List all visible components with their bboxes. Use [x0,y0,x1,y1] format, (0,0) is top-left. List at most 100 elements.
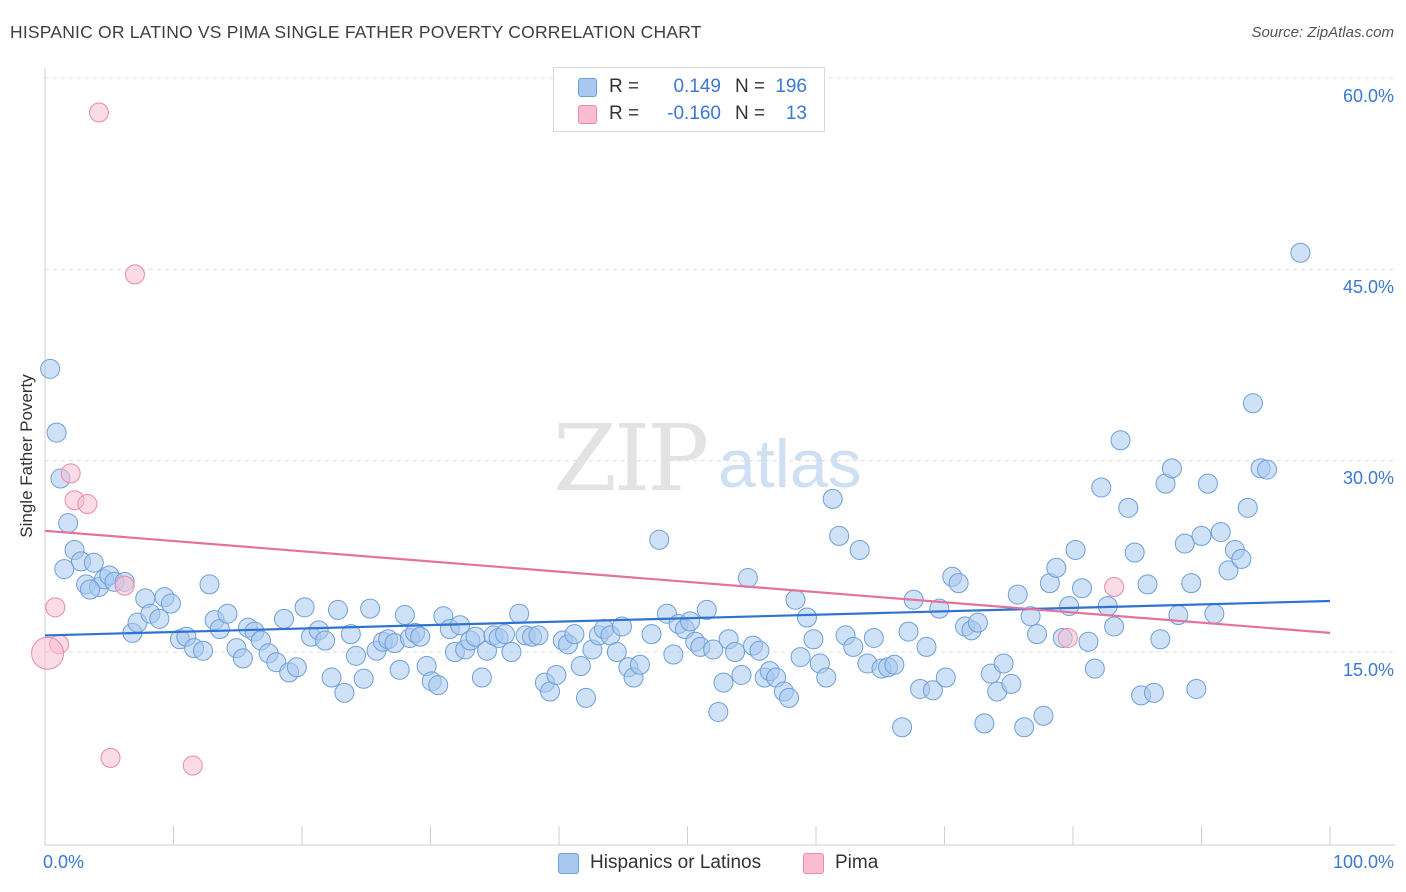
data-point [731,664,752,685]
data-point [232,648,253,669]
data-point [546,664,567,685]
r-value: 0.149 [673,76,721,97]
data-point [1143,682,1164,703]
data-point [1020,606,1041,627]
data-point [785,589,806,610]
data-point [60,463,81,484]
legend-item-pima[interactable]: Pima [803,852,878,874]
data-point [922,680,943,701]
chart-title: HISPANIC OR LATINO VS PIMA SINGLE FATHER… [10,22,702,42]
data-point [863,627,884,648]
data-point [611,616,632,637]
data-point [193,640,214,661]
data-point [843,636,864,657]
data-point [993,653,1014,674]
data-point [779,687,800,708]
data-point [79,579,100,600]
r-label: R = [609,76,640,97]
data-point [967,612,988,633]
trend-line-hispanics-or-latinos [44,599,1331,637]
data-point [471,667,492,688]
n-label: N = [735,103,766,124]
data-point [1150,629,1171,650]
data-point [1191,525,1212,546]
data-point [570,656,591,677]
data-point [46,422,67,443]
data-point [1137,574,1158,595]
data-point [360,598,381,619]
n-label: N = [735,76,766,97]
data-point [77,494,98,515]
data-point [1007,584,1028,605]
data-point [797,607,818,628]
data-point [1104,616,1125,637]
data-point [1161,458,1182,479]
stats-row-pima: R = -0.160 N = 13 [578,101,807,127]
data-point [649,529,670,550]
data-point [1014,717,1035,738]
n-value: 13 [785,103,807,124]
data-point [394,605,415,626]
legend-item-hispanic[interactable]: Hispanics or Latinos [558,852,761,874]
r-value: -0.160 [667,103,721,124]
data-point [703,639,724,660]
stats-legend: R = 0.149 N = 196 R = -0.160 N = 13 [553,67,825,132]
y-axis-title: Single Father Poverty [17,374,36,538]
legend-swatch-pima [803,852,824,874]
data-point [935,667,956,688]
data-point [340,624,361,645]
data-point [916,636,937,657]
data-point [929,598,950,619]
data-point [1204,603,1225,624]
data-point [696,599,717,620]
data-point [389,659,410,680]
data-point [495,624,516,645]
data-point [1218,560,1239,581]
watermark: ZIP atlas [553,405,862,512]
data-point [149,608,170,629]
data-point [1104,576,1125,597]
data-point [1046,557,1067,578]
y-tick-label-45: 45.0% [1342,277,1394,297]
data-point [1110,430,1131,451]
data-point [334,682,355,703]
data-point [40,358,61,379]
data-point [327,599,348,620]
data-point [410,626,431,647]
data-point [737,568,758,589]
y-tick-label-30: 30.0% [1342,468,1394,488]
data-point [1186,678,1207,699]
data-point [708,701,729,722]
data-point [1290,242,1311,263]
data-point [1242,393,1263,414]
data-point [88,102,109,123]
y-tick-label-60: 60.0% [1342,86,1394,106]
data-point [58,513,79,534]
data-point [31,636,65,670]
data-point [790,647,811,668]
watermark-atlas: atlas [718,426,862,502]
series-legend: Hispanics or Latinos Pima [0,852,1406,878]
source-label: Source: ZipAtlas.com [1251,24,1394,41]
data-point [1001,673,1022,694]
data-point [1124,542,1145,563]
data-point [725,642,746,662]
data-point [1027,624,1048,645]
legend-swatch-hispanic [558,852,579,874]
data-point [680,611,701,632]
data-point [501,642,522,662]
data-point [1091,477,1112,498]
legend-label-hispanic: Hispanics or Latinos [590,852,762,873]
n-value: 196 [775,76,807,97]
data-point [606,642,627,662]
data-point [1181,573,1202,594]
data-point [528,625,549,646]
data-point [1174,533,1195,554]
data-point [822,488,843,509]
x-tick-label-max: 100.0% [1332,852,1394,872]
data-point [199,574,220,595]
data-point [321,667,342,688]
data-point [182,755,203,776]
data-point [1237,497,1258,518]
data-point [294,597,315,618]
